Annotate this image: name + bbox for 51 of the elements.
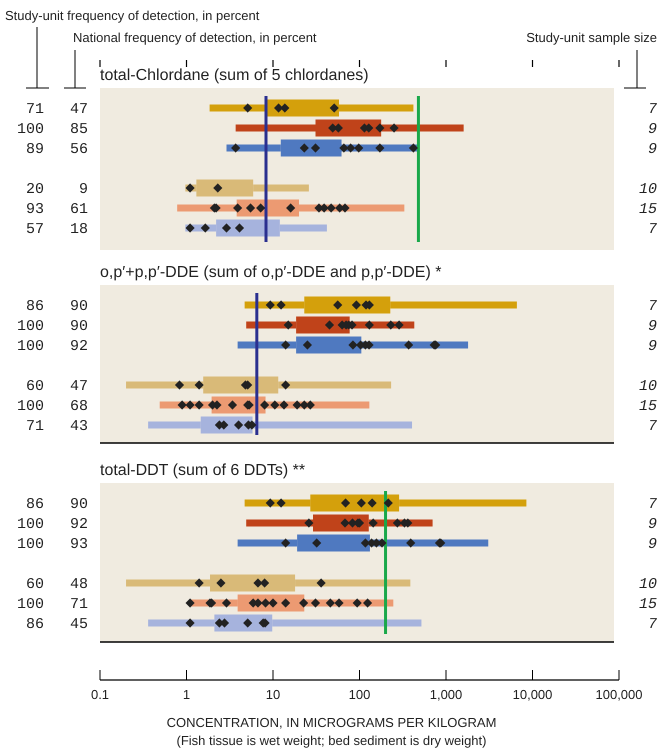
y-tick-label: 100 68: [16, 398, 88, 415]
y-tick-label: 100 92: [16, 338, 88, 355]
y2-tick-label: 9: [648, 536, 657, 553]
y2-tick-label: 7: [648, 616, 657, 633]
y2-tick-label: 7: [648, 298, 657, 315]
y2-tick-label: 9: [648, 121, 657, 138]
x-axis-title: CONCENTRATION, IN MICROGRAMS PER KILOGRAM: [166, 715, 496, 730]
text: Study-unit sample size: [526, 30, 657, 45]
y2-tick-label: 15: [638, 201, 657, 218]
y-tick-label: 89 56: [26, 141, 88, 158]
x-tick-label: 100: [348, 687, 370, 702]
y-tick-label: 86 90: [26, 298, 88, 315]
y2-tick-label: 7: [648, 101, 657, 118]
x-tick-label: 10: [266, 687, 280, 702]
y-tick-label: 100 90: [16, 318, 88, 335]
y2-tick-label: 9: [648, 318, 657, 335]
y2-tick-label: 10: [638, 181, 657, 198]
y-tick-label: 71 47: [26, 101, 88, 118]
y-tick-label: 71 43: [26, 418, 88, 435]
chart-title: total-Chlordane (sum of 5 chlordanes): [100, 67, 369, 84]
y-tick-label: 93 61: [26, 201, 88, 218]
y2-tick-label: 7: [648, 221, 657, 238]
y-tick-label: 20 9: [26, 181, 88, 198]
y2-tick-label: 10: [638, 378, 657, 395]
y-tick-label: 60 47: [26, 378, 88, 395]
y2-tick-label: 10: [638, 576, 657, 593]
x-tick-label: 1: [182, 687, 190, 702]
y2-tick-label: 15: [638, 398, 657, 415]
y2-tick-label: 9: [648, 141, 657, 158]
y2-tick-label: 9: [648, 516, 657, 533]
text: (Fish tissue is wet weight; bed sediment is dry weight): [176, 733, 486, 748]
y-tick-label: 57 18: [26, 221, 88, 238]
x-tick-label: 0.1: [90, 687, 110, 702]
y2-tick-label: 7: [648, 496, 657, 513]
x-tick-label: 1,000: [430, 687, 462, 702]
y-tick-label: 100 92: [16, 516, 88, 533]
y-tick-label: 60 48: [26, 576, 88, 593]
y-tick-label: 86 45: [26, 616, 88, 633]
text: National frequency of detection, in percent: [73, 30, 317, 45]
chart-title: total-DDT (sum of 6 DDTs) **: [100, 462, 306, 479]
y2-tick-label: 15: [638, 596, 657, 613]
y-tick-label: 100 93: [16, 536, 88, 553]
y2-tick-label: 9: [648, 338, 657, 355]
x-tick-label: 100,000: [596, 687, 642, 702]
y2-tick-label: 7: [648, 418, 657, 435]
y-tick-label: 100 71: [16, 596, 88, 613]
text: Study-unit frequency of detection, in percent: [5, 8, 260, 23]
y-tick-label: 100 85: [16, 121, 88, 138]
chart-title: o,p′+p,p′-DDE (sum of o,p′-DDE and p,p′-DDE) *: [100, 264, 442, 281]
x-tick-label: 10,000: [512, 687, 552, 702]
y-tick-label: 86 90: [26, 496, 88, 513]
